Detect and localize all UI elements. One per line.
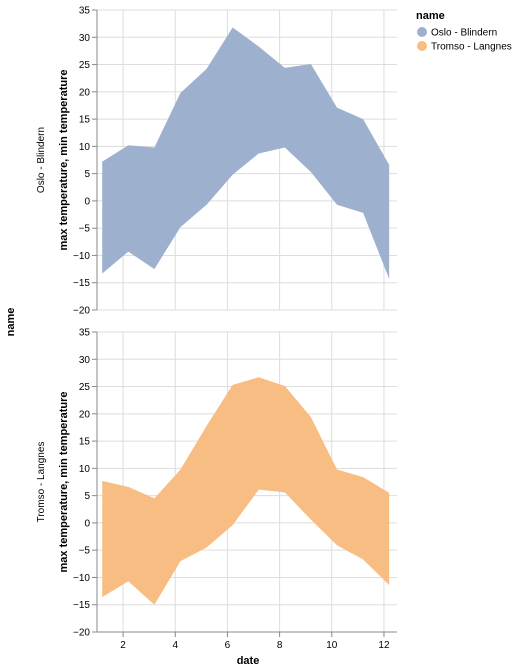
y-tick-label: −5	[79, 546, 91, 557]
legend: name Oslo - Blindern Tromso - Langnes	[416, 10, 512, 53]
facet-panel: −20 −15 −10 −5 0 5 10 15 20 25 30 35 max temperature…	[36, 328, 397, 639]
area-band-tromso	[102, 377, 390, 605]
y-tick-label: 25	[79, 60, 91, 71]
y-tick-label: −15	[73, 600, 90, 611]
x-tick-label: 6	[225, 640, 231, 651]
y-tick-label: 30	[79, 355, 91, 366]
y-axis-title: max temperature, min temperature	[58, 392, 70, 573]
y-tick-label: −20	[73, 306, 90, 317]
row-label: Oslo - Blindern	[36, 127, 47, 193]
y-tick-label: 0	[84, 518, 90, 529]
facet-panel: −20 −15 −10 −5 0 5 10 15 20 25 30 35 max temperature…	[36, 6, 397, 317]
legend-title: name	[416, 10, 445, 22]
y-tick-label: −20	[73, 628, 90, 639]
y-tick-label: 15	[79, 437, 91, 448]
y-tick-label: −10	[73, 573, 90, 584]
x-axis-title: date	[237, 655, 260, 667]
x-axis: 2 4 6 8 10 12	[97, 631, 397, 651]
y-tick-label: 15	[79, 115, 91, 126]
y-tick-label: −15	[73, 278, 90, 289]
y-tick-label: 20	[79, 87, 91, 98]
row-label: Tromso - Langnes	[36, 442, 47, 523]
y-axis-title: max temperature, min temperature	[58, 70, 70, 251]
x-tick-label: 8	[277, 640, 283, 651]
x-tick-label: 4	[172, 640, 178, 651]
x-tick-label: 2	[120, 640, 126, 651]
area-band-oslo	[102, 27, 390, 279]
y-tick-label: −10	[73, 251, 90, 262]
y-tick-label: −5	[79, 224, 91, 235]
y-tick-label: 0	[84, 196, 90, 207]
legend-label: Tromso - Langnes	[431, 42, 512, 53]
x-tick-label: 12	[378, 640, 390, 651]
y-tick-label: 5	[84, 491, 90, 502]
row-title: name	[5, 308, 17, 337]
y-tick-label: 20	[79, 409, 91, 420]
y-tick-label: 5	[84, 169, 90, 180]
y-tick-label: 10	[79, 464, 91, 475]
y-tick-label: 30	[79, 33, 91, 44]
legend-label: Oslo - Blindern	[431, 28, 497, 39]
y-tick-label: 25	[79, 382, 91, 393]
y-tick-label: 10	[79, 142, 91, 153]
legend-swatch	[417, 27, 427, 37]
x-tick-label: 10	[326, 640, 338, 651]
facets: −20 −15 −10 −5 0 5 10 15 20 25 30 35 max temperature…	[36, 6, 397, 639]
y-tick-label: 35	[79, 328, 91, 339]
y-tick-label: 35	[79, 6, 91, 17]
legend-swatch	[417, 41, 427, 51]
